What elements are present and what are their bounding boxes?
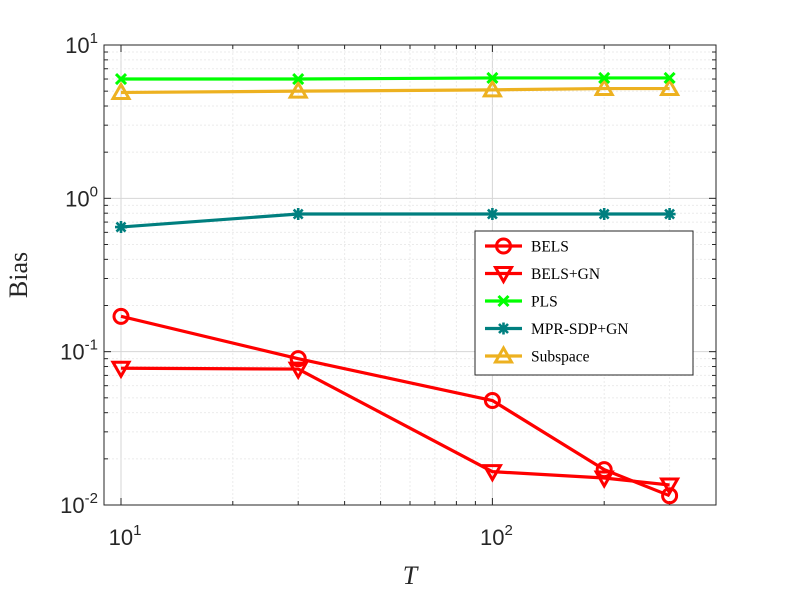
legend-label: PLS — [531, 294, 558, 311]
y-tick-label: 101 — [65, 30, 98, 58]
x-tick-label: 102 — [480, 522, 513, 550]
y-tick-label: 10-2 — [60, 490, 98, 518]
data-point-bels — [595, 461, 613, 479]
series-line-subspace — [120, 86, 670, 95]
data-point-bels-gn — [287, 361, 309, 381]
data-point-pls — [114, 72, 128, 86]
data-point-pls — [598, 71, 611, 84]
data-point-mpr-sdp-gn — [486, 208, 499, 221]
x-axis-title: T — [403, 561, 419, 590]
data-point-bels-gn — [481, 464, 503, 483]
legend-label: Subspace — [531, 349, 590, 366]
data-point-mpr-sdp-gn — [598, 208, 611, 221]
data-point-pls — [292, 72, 305, 86]
legend-box — [474, 230, 694, 376]
legend-swatch-marker — [497, 294, 510, 308]
data-point-subspace — [659, 77, 681, 97]
series-line-mpr-sdp-gn — [120, 212, 670, 229]
data-point-bels — [483, 392, 501, 410]
data-point-bels-gn — [110, 360, 132, 380]
data-point-pls — [486, 71, 499, 84]
data-point-mpr-sdp-gn — [292, 208, 305, 221]
legend-swatch-marker — [497, 322, 510, 335]
series-bels — [112, 307, 679, 505]
series-line-bels — [120, 314, 671, 498]
legend-label: BELS+GN — [531, 266, 600, 283]
y-axis-title: Bias — [4, 252, 33, 298]
legend-item-bels-gn: BELS+GN — [485, 266, 600, 285]
legend-swatch-marker — [492, 344, 515, 364]
data-point-mpr-sdp-gn — [114, 221, 127, 234]
series-line-pls — [120, 76, 670, 81]
series-group — [110, 71, 681, 505]
data-point-bels-gn — [593, 470, 615, 490]
legend-item-mpr-sdp-gn: MPR-SDP+GN — [485, 321, 628, 338]
legend-label: BELS — [531, 239, 569, 256]
series-bels-gn — [110, 360, 681, 497]
legend-item-bels: BELS — [485, 237, 569, 256]
data-point-bels — [289, 350, 307, 368]
axis-ticks — [103, 45, 717, 506]
series-line-bels-gn — [120, 366, 670, 487]
legend-swatch-marker — [492, 266, 515, 285]
data-point-pls — [663, 71, 676, 84]
data-point-mpr-sdp-gn — [663, 208, 676, 221]
legend: BELS BELS+GN PLS MPR-SDP+GN Subspace — [474, 230, 694, 376]
data-point-bels — [661, 487, 679, 505]
legend-swatch-marker — [495, 237, 512, 255]
data-point-subspace — [481, 78, 503, 98]
series-mpr-sdp-gn — [114, 208, 676, 234]
legend-item-subspace: Subspace — [485, 344, 590, 366]
series-subspace — [110, 77, 681, 101]
series-pls — [114, 71, 676, 86]
axis-tick-labels: 101 102 10-2 10-1 100 101 — [60, 30, 513, 550]
legend-label: MPR-SDP+GN — [531, 321, 628, 338]
x-tick-label: 101 — [109, 522, 142, 550]
data-point-bels — [112, 307, 130, 325]
data-point-bels-gn — [659, 477, 681, 497]
data-point-subspace — [110, 81, 132, 101]
y-tick-label: 100 — [65, 183, 98, 211]
legend-item-pls: PLS — [485, 294, 558, 311]
data-point-subspace — [287, 80, 309, 99]
y-tick-label: 10-1 — [60, 337, 98, 365]
data-point-subspace — [593, 77, 615, 97]
